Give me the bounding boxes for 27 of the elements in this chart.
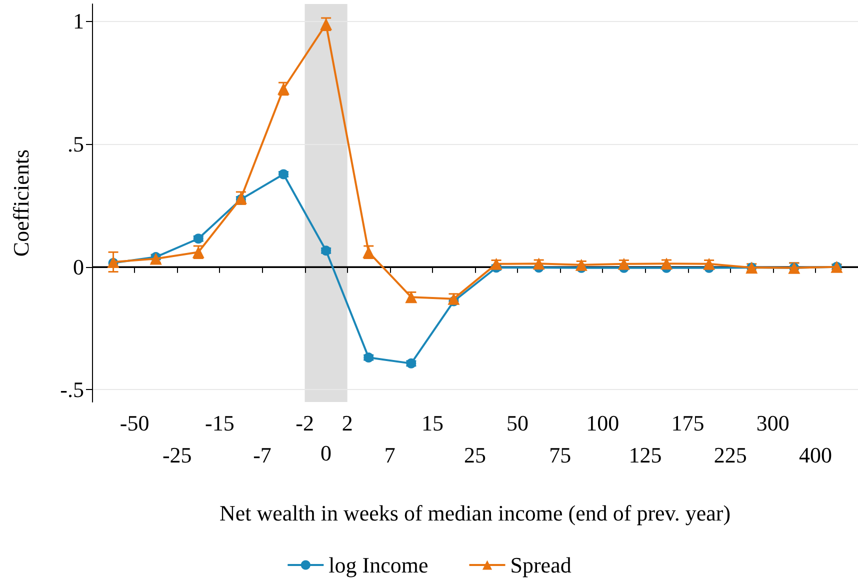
- text: -7: [253, 442, 272, 468]
- y-tick-label: 0: [73, 254, 84, 280]
- point: [364, 352, 374, 363]
- legend-label: Spread: [510, 552, 572, 578]
- text: 125: [628, 442, 662, 468]
- text: -15: [205, 410, 234, 436]
- y-axis-title: Coefficients: [8, 149, 34, 257]
- text: 225: [714, 442, 747, 468]
- text: 2: [342, 410, 353, 436]
- text: 7: [384, 442, 396, 468]
- text: 300: [756, 410, 790, 436]
- text: -25: [162, 442, 192, 468]
- y-tick-label: .5: [68, 132, 84, 157]
- text: 15: [421, 410, 444, 436]
- text: 175: [671, 410, 704, 436]
- y-tick-label: -.5: [60, 377, 84, 402]
- text: 75: [549, 442, 572, 468]
- x-axis-title: Net wealth in weeks of median income (end of prev. year): [219, 500, 731, 526]
- y-tick-label: 1: [73, 8, 84, 34]
- text: 25: [464, 442, 486, 468]
- text: -2: [296, 410, 314, 436]
- text: -50: [120, 410, 150, 436]
- legend-label: log Income: [328, 552, 428, 578]
- text: 50: [506, 410, 529, 436]
- text: 100: [586, 410, 620, 436]
- point: [406, 358, 416, 368]
- text: 400: [798, 442, 832, 468]
